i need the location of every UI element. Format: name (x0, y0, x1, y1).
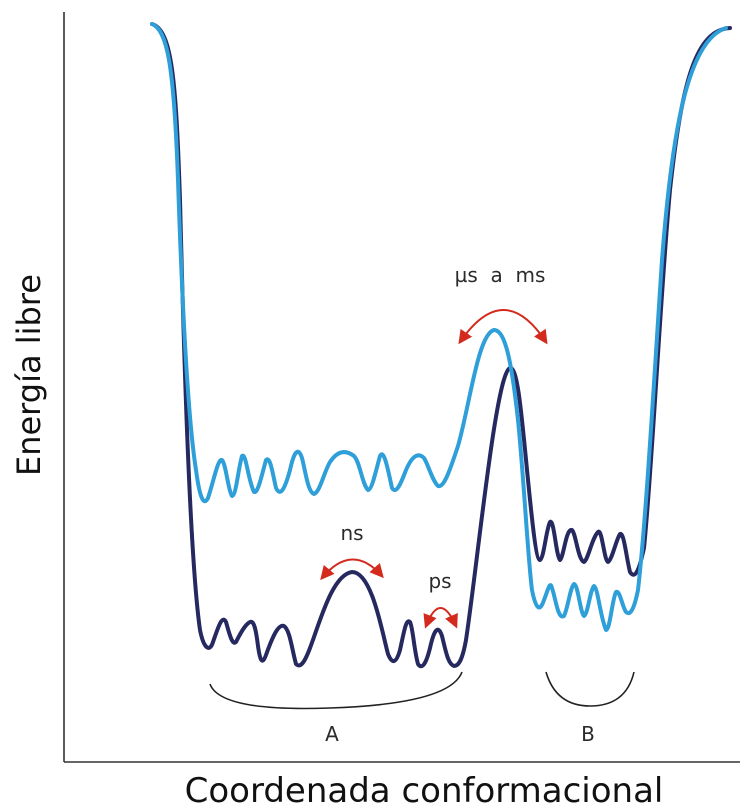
label-ns: ns (340, 521, 363, 545)
bracket-b (546, 672, 634, 706)
ps-arrow (426, 608, 456, 626)
label-ps: ps (428, 569, 451, 593)
state-b-label: B (581, 722, 595, 746)
label-us-to-ms: µs a ms (455, 263, 546, 287)
bracket-a (210, 672, 462, 709)
y-axis-title: Energía libre (10, 274, 48, 476)
ns-arrow (322, 559, 382, 578)
x-axis-title: Coordenada conformacional (185, 771, 664, 810)
state-a-label: A (325, 722, 339, 746)
free-energy-curve-light (152, 24, 726, 630)
